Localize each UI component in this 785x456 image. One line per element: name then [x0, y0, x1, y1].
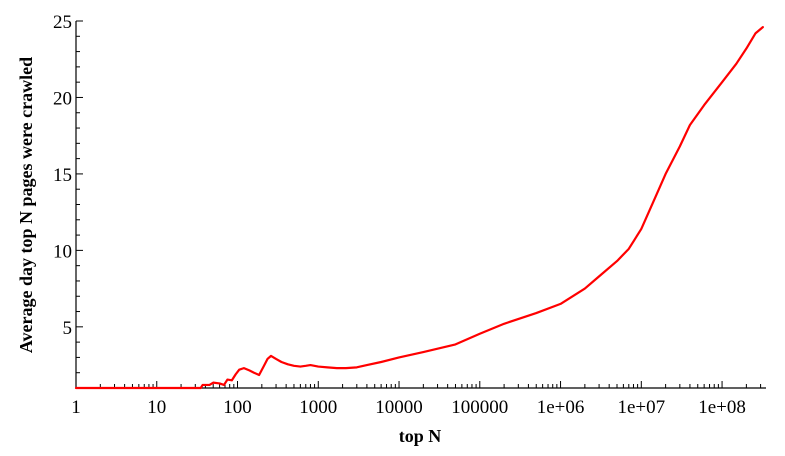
x-tick-label: 10000 [375, 397, 423, 418]
x-tick-label: 100 [223, 397, 252, 418]
axes [75, 21, 766, 389]
tick-marks [75, 20, 762, 389]
series-line [74, 26, 764, 390]
y-tick-label: 15 [53, 165, 72, 186]
series-layer [74, 26, 764, 390]
x-tick-label: 1e+07 [617, 397, 665, 418]
x-tick-label: 100000 [451, 397, 508, 418]
x-tick-label: 1000 [299, 397, 337, 418]
y-axis-label: Average day top N pages were crawled [16, 57, 36, 353]
y-tick-label: 10 [53, 241, 72, 262]
tick-labels: 1 10 100 1000 10000 100000 1e+06 1e+07 1e+08 5 10 1… [53, 12, 746, 418]
y-tick-label: 25 [53, 12, 72, 33]
y-tick-label: 20 [53, 88, 72, 109]
x-tick-label: 1 [71, 397, 81, 418]
x-tick-label: 1e+08 [698, 397, 746, 418]
x-tick-label: 10 [147, 397, 166, 418]
x-axis-label: top N [399, 426, 442, 446]
y-tick-label: 5 [63, 318, 73, 339]
x-tick-label: 1e+06 [537, 397, 585, 418]
